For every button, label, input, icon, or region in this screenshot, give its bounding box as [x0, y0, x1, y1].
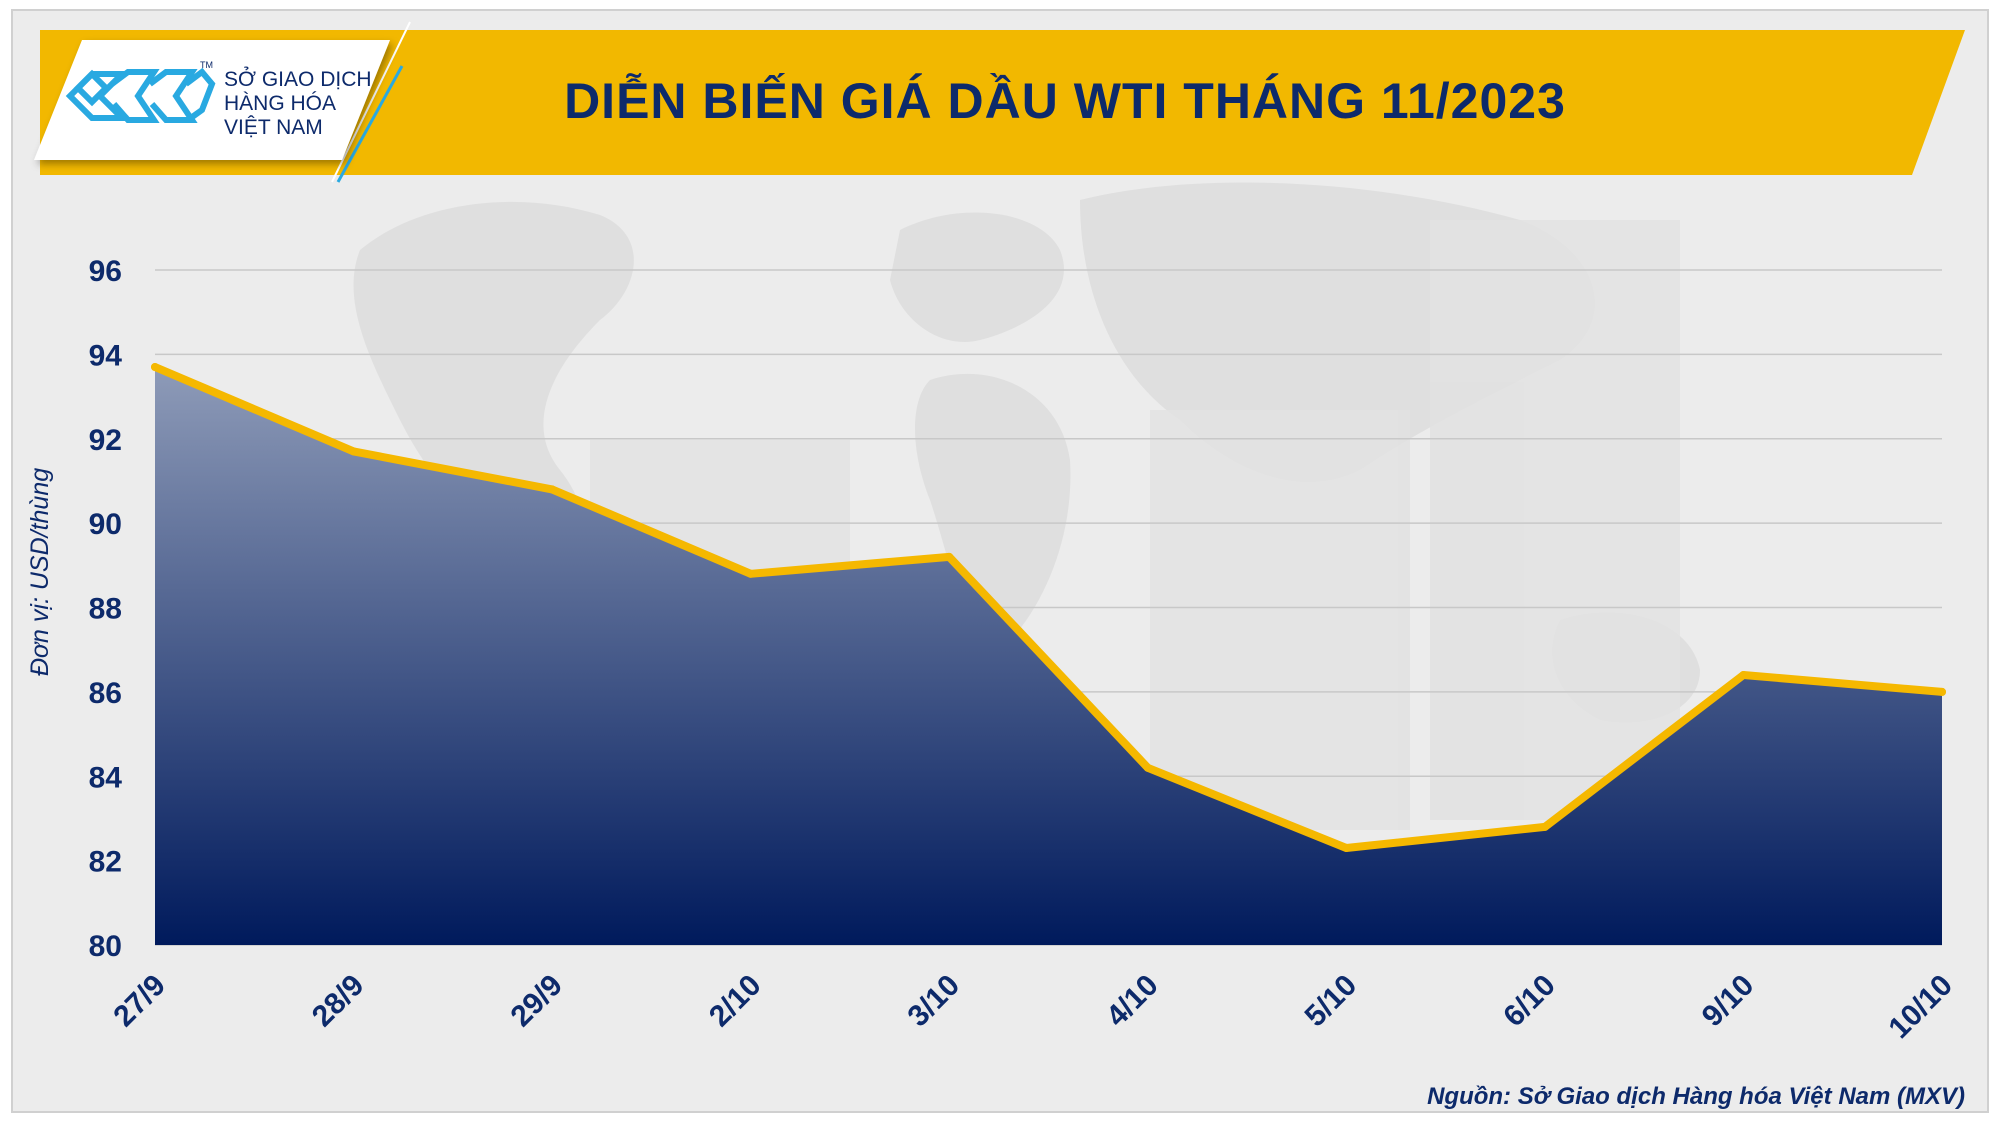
y-tick-label: 94	[89, 339, 123, 372]
brand-line-2: HÀNG HÓA	[224, 92, 336, 115]
banner-accent-blue-line	[336, 65, 404, 183]
data-point-28-9	[349, 447, 358, 456]
y-tick-label: 84	[89, 761, 123, 794]
brand-line-1: SỞ GIAO DỊCH	[224, 67, 372, 91]
data-point-9-10	[1739, 671, 1748, 679]
data-point-10-10	[1938, 687, 1946, 696]
y-tick-label: 96	[89, 255, 122, 288]
chart-title: DIỄN BIẾN GIÁ DẦU WTI THÁNG 11/2023	[564, 73, 1566, 129]
banner-accent-line	[331, 21, 411, 183]
data-point-29-9	[548, 485, 557, 494]
data-point-27-9	[151, 363, 159, 372]
y-tick-label: 80	[89, 930, 122, 963]
title-banner	[40, 30, 1965, 175]
brand-line-3: VIỆT NAM	[224, 116, 323, 139]
price-line	[151, 363, 1946, 852]
y-tick-label: 88	[89, 593, 122, 626]
logo-card	[34, 40, 390, 160]
y-axis-label: Đơn vị: USD/thùng	[26, 468, 54, 676]
data-points	[151, 363, 1946, 852]
data-point-6-10	[1540, 822, 1549, 831]
mxv-logo-icon	[65, 67, 216, 123]
data-point-5-10	[1342, 843, 1351, 852]
brand-trademark: TM	[200, 60, 213, 70]
y-tick-label: 86	[89, 677, 122, 710]
data-point-2-10	[746, 569, 755, 578]
data-point-3-10	[945, 552, 954, 561]
y-axis-ticks: 80 82 84 86 88 90 92 94 96	[89, 255, 123, 963]
y-tick-label: 82	[89, 846, 122, 879]
data-point-4-10	[1143, 763, 1152, 772]
y-tick-label: 90	[89, 508, 122, 541]
source-note: Nguồn: Sở Giao dịch Hàng hóa Việt Nam (M…	[1427, 1083, 1965, 1110]
y-tick-label: 92	[89, 424, 122, 457]
